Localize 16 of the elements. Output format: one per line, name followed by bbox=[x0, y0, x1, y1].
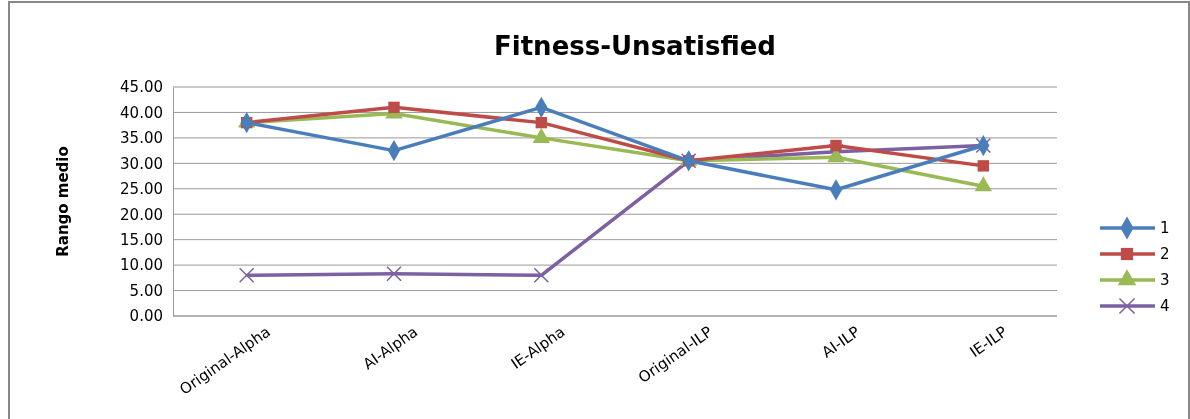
y-axis-title: Rango medio bbox=[54, 146, 72, 257]
y-tick-label: 40.00 bbox=[120, 103, 163, 122]
y-tick-label: 25.00 bbox=[120, 180, 163, 199]
y-tick-label: 45.00 bbox=[120, 78, 163, 97]
legend-label: 4 bbox=[1160, 297, 1170, 316]
legend-label: 3 bbox=[1160, 271, 1170, 290]
legend-label: 2 bbox=[1160, 245, 1170, 264]
y-tick-label: 0.00 bbox=[129, 307, 163, 326]
y-tick-label: 5.00 bbox=[129, 281, 163, 300]
legend-label: 1 bbox=[1160, 219, 1170, 238]
y-tick-label: 35.00 bbox=[120, 129, 163, 148]
y-tick-label: 20.00 bbox=[120, 205, 163, 224]
y-tick-label: 30.00 bbox=[120, 154, 163, 173]
y-tick-label: 10.00 bbox=[120, 256, 163, 275]
y-tick-label: 15.00 bbox=[120, 230, 163, 249]
chart-title: Fitness-Unsatisfied bbox=[494, 31, 776, 61]
